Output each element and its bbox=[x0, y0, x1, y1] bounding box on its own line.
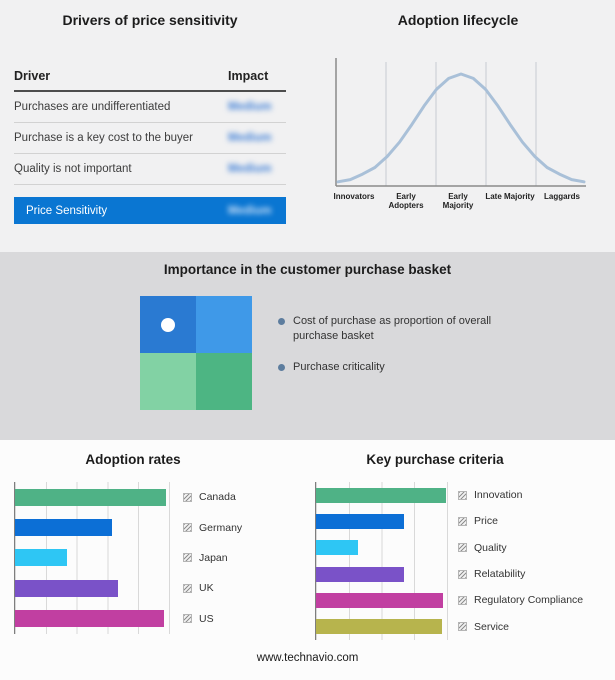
bar-regulatory-compliance bbox=[316, 592, 444, 608]
legend-item: Cost of purchase as proportion of overal… bbox=[278, 314, 510, 344]
driver-cell: Quality is not important bbox=[14, 163, 132, 175]
bar-service bbox=[316, 619, 442, 635]
adoption-rates-title: Adoption rates bbox=[85, 452, 181, 467]
plot-area bbox=[14, 482, 170, 634]
legend-item: Germany bbox=[183, 519, 242, 536]
legend-item: Innovation bbox=[458, 488, 583, 503]
bar-quality bbox=[316, 540, 358, 556]
driver-cell: Purchase is a key cost to the buyer bbox=[14, 132, 193, 144]
legend-hatch-icon bbox=[458, 622, 467, 632]
legend-hatch-icon bbox=[183, 553, 192, 563]
legend-label: US bbox=[199, 612, 214, 625]
impact-cell: Medium bbox=[228, 132, 272, 144]
driver-cell: Purchases are undifferentiated bbox=[14, 101, 171, 113]
key-purchase-criteria-chart: Innovation Price Quality Relatability Regula… bbox=[315, 482, 583, 640]
legend-hatch-icon bbox=[183, 523, 192, 533]
legend-hatch-icon bbox=[183, 492, 192, 502]
stage-label: Innovators bbox=[333, 192, 375, 201]
legend-label: Canada bbox=[199, 491, 236, 504]
stage-label: Early Adopters bbox=[388, 192, 424, 211]
legend-item: Regulatory Compliance bbox=[458, 593, 583, 608]
drivers-panel-title: Drivers of price sensitivity bbox=[62, 12, 238, 28]
legend-label: UK bbox=[199, 582, 214, 595]
column-header-impact: Impact bbox=[228, 69, 269, 83]
table-row: Quality is not important Medium bbox=[14, 154, 286, 185]
basket-panel-title: Importance in the customer purchase bask… bbox=[163, 262, 452, 277]
drivers-table: Driver Impact Purchases are undifferenti… bbox=[14, 62, 286, 224]
bell-curve-line bbox=[336, 72, 586, 184]
legend-item: Relatability bbox=[458, 567, 583, 582]
bar-relatability bbox=[316, 566, 404, 582]
legend-hatch-icon bbox=[183, 583, 192, 593]
bar-japan bbox=[15, 549, 68, 567]
price-sensitivity-row: Price Sensitivity Medium bbox=[14, 197, 286, 224]
bar-us bbox=[15, 610, 165, 628]
legend-item: Japan bbox=[183, 549, 242, 566]
legend-label: Regulatory Compliance bbox=[474, 594, 584, 607]
legend-bullet-icon bbox=[278, 318, 285, 325]
legend-label: Quality bbox=[474, 541, 507, 554]
legend-label: Purchase criticality bbox=[293, 360, 385, 373]
adoption-rates-chart: Canada Germany Japan UK US bbox=[14, 482, 242, 634]
legend-hatch-icon bbox=[458, 490, 467, 500]
lifecycle-stage-labels: Innovators Early Adopters Early Majority… bbox=[328, 192, 588, 210]
legend-item: Canada bbox=[183, 489, 242, 506]
table-row: Purchase is a key cost to the buyer Medi… bbox=[14, 123, 286, 154]
legend-hatch-icon bbox=[183, 614, 192, 624]
column-header-driver: Driver bbox=[14, 69, 51, 83]
bar-germany bbox=[15, 519, 113, 537]
legend-item: UK bbox=[183, 580, 242, 597]
legend-hatch-icon bbox=[458, 543, 467, 553]
basket-legend: Cost of purchase as proportion of overal… bbox=[278, 314, 510, 391]
legend-item: Service bbox=[458, 619, 583, 634]
legend-item: US bbox=[183, 610, 242, 627]
lifecycle-curve-chart bbox=[335, 58, 586, 187]
legend-label: Service bbox=[474, 620, 510, 633]
stage-label: Early Majority bbox=[442, 192, 474, 211]
quadrant-bottom-right bbox=[196, 353, 252, 410]
bar-canada bbox=[15, 488, 166, 506]
middle-section bbox=[0, 252, 615, 440]
stage-label: Laggards bbox=[543, 192, 580, 201]
quadrant-matrix bbox=[140, 296, 252, 410]
table-row: Purchases are undifferentiated Medium bbox=[14, 92, 286, 123]
legend-hatch-icon bbox=[458, 595, 467, 605]
quadrant-top-right bbox=[196, 296, 252, 353]
legend-item: Price bbox=[458, 514, 583, 529]
plot-area bbox=[315, 482, 448, 640]
legend-hatch-icon bbox=[458, 516, 467, 526]
legend-item: Purchase criticality bbox=[278, 360, 510, 375]
table-header: Driver Impact bbox=[14, 62, 286, 92]
legend-label: Germany bbox=[199, 521, 243, 534]
chart-legend: Canada Germany Japan UK US bbox=[183, 482, 242, 634]
impact-cell: Medium bbox=[228, 163, 272, 175]
legend-label: Cost of purchase as proportion of overal… bbox=[293, 315, 492, 342]
footer-url: www.technavio.com bbox=[256, 652, 359, 664]
legend-hatch-icon bbox=[458, 569, 467, 579]
impact-cell: Medium bbox=[228, 204, 272, 217]
stage-label: Late Majority bbox=[485, 192, 535, 201]
legend-label: Japan bbox=[199, 551, 228, 564]
key-purchase-criteria-title: Key purchase criteria bbox=[366, 452, 504, 467]
legend-label: Innovation bbox=[474, 489, 523, 502]
impact-cell: Medium bbox=[228, 101, 272, 113]
driver-cell: Price Sensitivity bbox=[26, 204, 108, 217]
bar-innovation bbox=[316, 487, 446, 503]
chart-legend: Innovation Price Quality Relatability Regula… bbox=[458, 482, 583, 640]
legend-label: Price bbox=[474, 515, 498, 528]
bar-price bbox=[316, 513, 404, 529]
position-marker-dot bbox=[161, 318, 175, 332]
quadrant-bottom-left bbox=[140, 353, 196, 410]
legend-item: Quality bbox=[458, 540, 583, 555]
bar-uk bbox=[15, 579, 119, 597]
legend-bullet-icon bbox=[278, 363, 285, 371]
legend-label: Relatability bbox=[474, 568, 526, 581]
lifecycle-panel-title: Adoption lifecycle bbox=[397, 12, 519, 28]
